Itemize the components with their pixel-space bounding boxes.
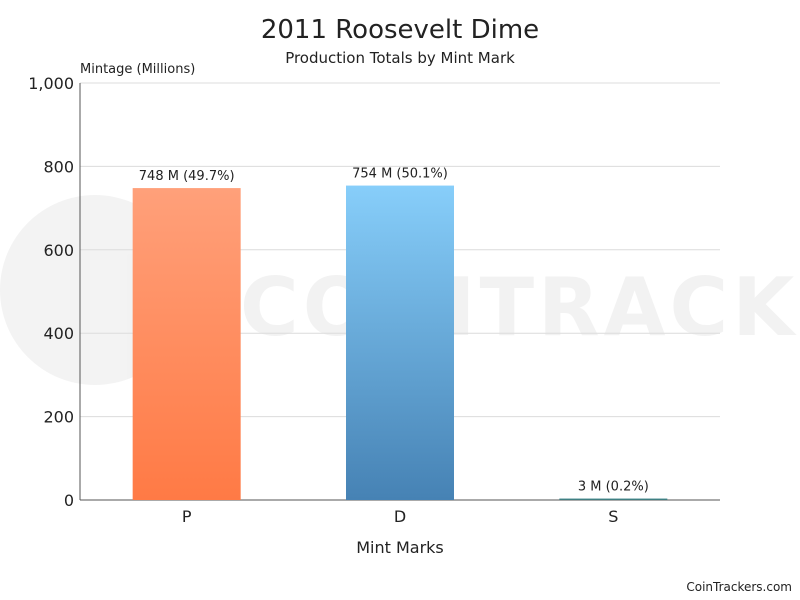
x-tick-label: P	[182, 507, 192, 526]
x-axis-label: Mint Marks	[356, 538, 444, 557]
x-tick-label: D	[394, 507, 406, 526]
y-axis-ticks: 0 200 400 600 800 1,000	[28, 74, 74, 510]
chart-title: 2011 Roosevelt Dime	[261, 15, 539, 45]
y-tick-label: 0	[64, 491, 74, 510]
bar-S	[559, 498, 668, 500]
y-tick-label: 600	[43, 241, 74, 260]
data-label: 3 M (0.2%)	[578, 480, 649, 495]
y-tick-label: 200	[43, 408, 74, 427]
y-axis-label: Mintage (Millions)	[80, 62, 195, 77]
chart-subtitle: Production Totals by Mint Mark	[285, 49, 515, 67]
data-label: 754 M (50.1%)	[352, 167, 448, 182]
bars: 748 M (49.7%) 754 M (50.1%) 3 M (0.2%)	[132, 167, 668, 501]
footer-credit: CoinTrackers.com	[686, 580, 792, 594]
y-tick-label: 400	[43, 324, 74, 343]
y-tick-label: 800	[43, 157, 74, 176]
watermark-brand-text: COINTRACKERS	[240, 261, 800, 354]
y-tick-label: 1,000	[28, 74, 74, 93]
bar-D	[346, 185, 454, 500]
bar-P	[132, 188, 241, 501]
x-tick-label: S	[608, 507, 618, 526]
data-label: 748 M (49.7%)	[139, 169, 235, 184]
